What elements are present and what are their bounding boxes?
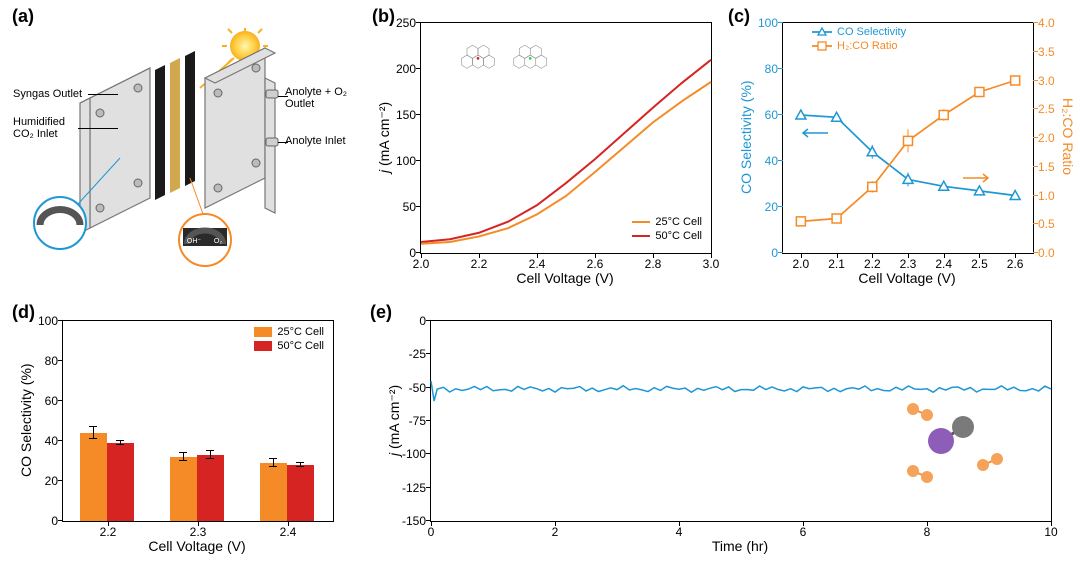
panel-a: CO₂ Syngas OH⁻ O₂ Syngas Outlet Humidifi… (20, 28, 350, 278)
panel-label-a: (a) (12, 6, 34, 27)
legend-co-sel: CO Selectivity (837, 26, 906, 38)
anno-syngas-outlet: Syngas Outlet (13, 88, 82, 100)
chart-c-legend: CO Selectivity H₂:CO Ratio (812, 26, 906, 54)
legend-d-50: 50°C Cell (277, 340, 324, 352)
svg-text:OH⁻: OH⁻ (187, 238, 202, 245)
anno-anolyte-outlet: Anolyte + O₂ Outlet (285, 86, 347, 110)
panel-d: 0204060801002.22.32.4 Cell Voltage (V) C… (62, 320, 332, 520)
legend-50c: 50°C Cell (655, 230, 702, 242)
chart-c-xlabel: Cell Voltage (V) (782, 270, 1032, 286)
chart-e: 0246810-150-125-100-75-50-250 (430, 320, 1052, 522)
legend-h2co: H₂:CO Ratio (837, 40, 898, 52)
figure-root: (a) (b) (c) (d) (e) (0, 0, 1080, 569)
chart-b-xlabel: Cell Voltage (V) (420, 270, 710, 286)
chart-e-xlabel: Time (hr) (430, 538, 1050, 554)
chart-b-legend: 25°C Cell 50°C Cell (632, 216, 702, 244)
chart-d-xlabel: Cell Voltage (V) (62, 538, 332, 554)
chart-c-y2label: H₂:CO Ratio (1060, 22, 1076, 252)
chart-e-ylabel: j (mA cm⁻²) (386, 320, 402, 520)
cell-schematic-svg: CO₂ Syngas OH⁻ O₂ (20, 28, 350, 278)
chart-d-ylabel: CO Selectivity (%) (18, 320, 34, 520)
leader (278, 96, 288, 97)
chart-d-legend: 25°C Cell 50°C Cell (254, 326, 324, 354)
inset-co2-syngas-label: CO₂ Syngas (41, 226, 80, 233)
panel-c: 2.02.12.22.32.42.52.60204060801000.00.51… (782, 22, 1032, 252)
chart-c-svg (783, 23, 1033, 253)
leader (78, 128, 118, 129)
legend-25c: 25°C Cell (655, 216, 702, 228)
chart-c-ylabel: CO Selectivity (%) (738, 22, 754, 252)
chart-c: 2.02.12.22.32.42.52.60204060801000.00.51… (782, 22, 1034, 254)
anno-anolyte-inlet: Anolyte Inlet (285, 135, 346, 147)
svg-text:O₂: O₂ (214, 238, 222, 245)
panel-e: 0246810-150-125-100-75-50-250 Time (hr) … (430, 320, 1050, 520)
panel-b: 2.02.22.42.62.83.0050100150200250 Cell V… (420, 22, 710, 252)
chart-b-ylabel: j (mA cm⁻²) (376, 22, 392, 252)
legend-d-25: 25°C Cell (277, 326, 324, 338)
chart-e-svg (431, 321, 1051, 521)
leader (278, 142, 288, 143)
leader (88, 94, 118, 95)
anno-co2-inlet: Humidified CO₂ Inlet (13, 116, 65, 140)
